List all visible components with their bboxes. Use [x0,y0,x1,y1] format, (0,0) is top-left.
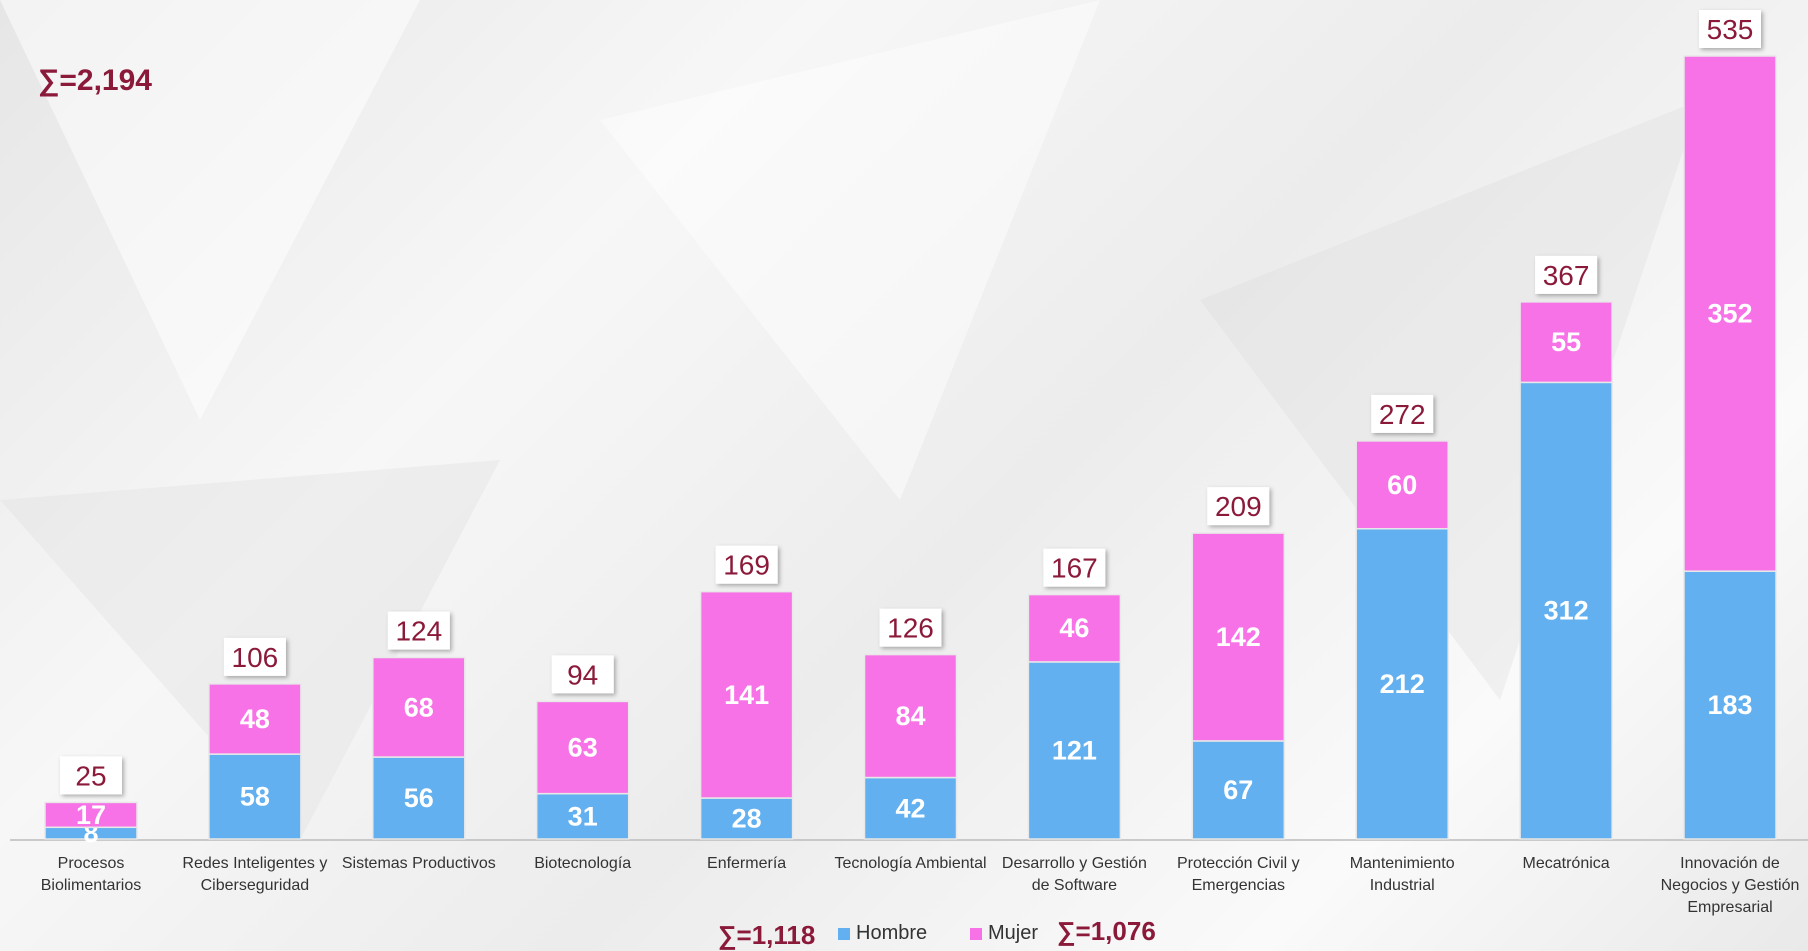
segment-label: 55 [1551,327,1581,357]
x-tick-label: Sistemas Productivos [341,855,496,872]
segment-label: 142 [1216,622,1261,652]
bar-segment [372,656,466,758]
total-label-box [1535,255,1598,294]
total-label: 124 [395,616,442,647]
legend-item: Mujer [970,922,1038,945]
bar-segment [1683,570,1777,840]
total-label: 209 [1215,491,1262,522]
segment-label: 352 [1707,299,1752,329]
total-label: 106 [232,642,279,673]
legend-item: Hombre [838,922,927,945]
segment-label: 46 [1059,613,1089,643]
bar-segment [1355,527,1449,840]
bar-segment [863,653,958,779]
total-label-box [551,655,614,694]
segment-label: 58 [240,782,270,812]
x-tick-label: Mantenimiento Industrial [1349,855,1455,894]
bar-segment [372,756,466,840]
bar-segment [44,801,138,829]
total-label: 25 [75,760,106,791]
segment-label: 121 [1052,735,1097,765]
bar-segment [208,683,302,755]
total-label: 272 [1379,399,1426,430]
legend-label: Hombre [856,922,928,944]
bar-segment [1027,593,1122,663]
total-label: 126 [887,613,934,644]
x-tick-label: Innovación de Negocios y Gestión Empresa… [1660,855,1800,916]
bar-segment [1519,381,1613,840]
segment-label: 42 [895,793,925,823]
segment-label: 84 [895,701,925,731]
segment-label: 31 [568,801,598,831]
total-label: 169 [723,550,770,581]
bar-segment [699,797,794,840]
segment-label: 56 [404,783,434,813]
x-tick-label: Tecnología Ambiental [834,855,987,872]
segment-label: 60 [1387,470,1417,500]
x-tick-label: Desarrollo y Gestión de Software [1001,855,1147,894]
segment-label: 28 [732,804,762,834]
total-label-box [1043,548,1106,587]
total-label-box [715,545,778,584]
grand-total: ∑=2,194 [38,64,152,97]
bar-segment [1519,301,1613,384]
x-tick-label: Mecatrónica [1522,855,1610,872]
legend-swatch [838,927,850,940]
x-tick-label: Enfermería [707,855,787,872]
segment-label: 17 [76,800,106,830]
segment-label: 63 [568,733,598,763]
bg-shape [600,0,1100,500]
segment-label: 48 [240,704,270,734]
total-label: 367 [1543,260,1590,291]
x-tick-label: Redes Inteligentes y Ciberseguridad [182,855,328,894]
total-label-box [60,756,122,795]
bar-segment [699,590,794,799]
segment-label: 141 [724,680,769,710]
legend-label: Mujer [988,922,1039,944]
x-tick-label: Biotecnología [534,855,632,872]
total-label-box [1699,10,1761,48]
x-tick-label: Protección Civil y Emergencias [1176,855,1300,894]
mujer-total: ∑=1,076 [1057,916,1156,946]
segment-label: 68 [404,692,434,722]
total-label: 535 [1707,14,1754,45]
bg-shape [0,0,420,420]
segment-label: 67 [1223,775,1253,805]
x-tick-label: Procesos Biolimentarios [40,855,142,894]
segment-label: 212 [1380,669,1425,699]
bar-segment [1191,532,1286,742]
segment-label: 312 [1544,596,1589,626]
total-label-box [1207,487,1270,526]
total-label-box [1371,394,1434,433]
bar-segment [1355,440,1449,530]
legend-swatch [970,927,982,940]
total-label-box [879,608,942,647]
total-label-box [387,611,450,650]
total-label: 167 [1051,553,1098,584]
total-label-box [223,637,286,676]
bar-segment [1027,661,1122,840]
bar-segment [535,700,630,795]
total-label: 94 [567,659,598,690]
bar-segment [1683,55,1777,572]
segment-label: 183 [1707,690,1752,720]
hombre-total: ∑=1,118 [718,920,816,950]
bg-shape [1200,100,1700,700]
